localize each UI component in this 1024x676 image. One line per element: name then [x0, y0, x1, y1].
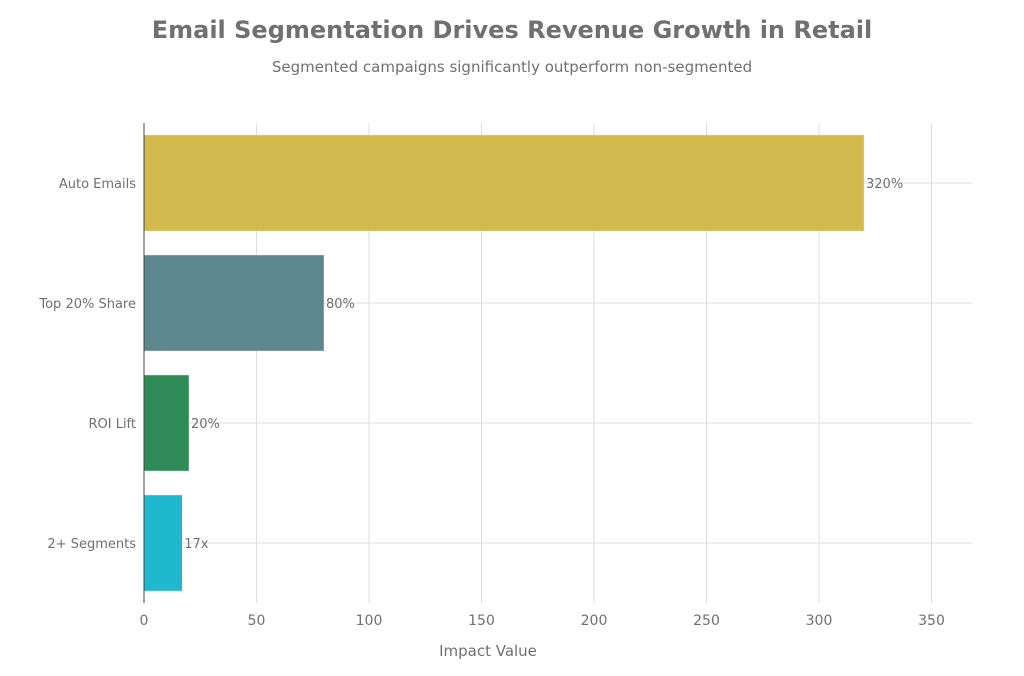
y-tick-label: Auto Emails: [59, 177, 136, 192]
y-tick-label: 2+ Segments: [47, 537, 136, 552]
bar-2-segments: [143, 494, 183, 592]
bar-auto-emails: [143, 134, 865, 232]
x-tick-label: 150: [468, 613, 495, 629]
x-tick-label: 50: [248, 613, 266, 629]
data-label: 80%: [326, 297, 355, 312]
x-tick-label: 200: [581, 613, 608, 629]
chart-title: Email Segmentation Drives Revenue Growth…: [151, 16, 873, 44]
x-tick-label: 350: [918, 613, 945, 629]
x-tick-label: 100: [356, 613, 383, 629]
x-axis-title: Impact Value: [439, 642, 537, 660]
bar-roi-lift: [143, 374, 190, 472]
y-tick-label: Top 20% Share: [38, 297, 136, 312]
bar-top-20-share: [143, 254, 325, 352]
chart-subtitle: Segmented campaigns significantly outper…: [271, 58, 753, 76]
x-tick-label: 250: [693, 613, 720, 629]
y-tick-label: ROI Lift: [88, 417, 136, 432]
data-label: 320%: [866, 177, 903, 192]
x-tick-label: 0: [140, 613, 149, 629]
data-label: 17x: [184, 537, 209, 552]
x-tick-label: 300: [806, 613, 833, 629]
data-label: 20%: [191, 417, 220, 432]
